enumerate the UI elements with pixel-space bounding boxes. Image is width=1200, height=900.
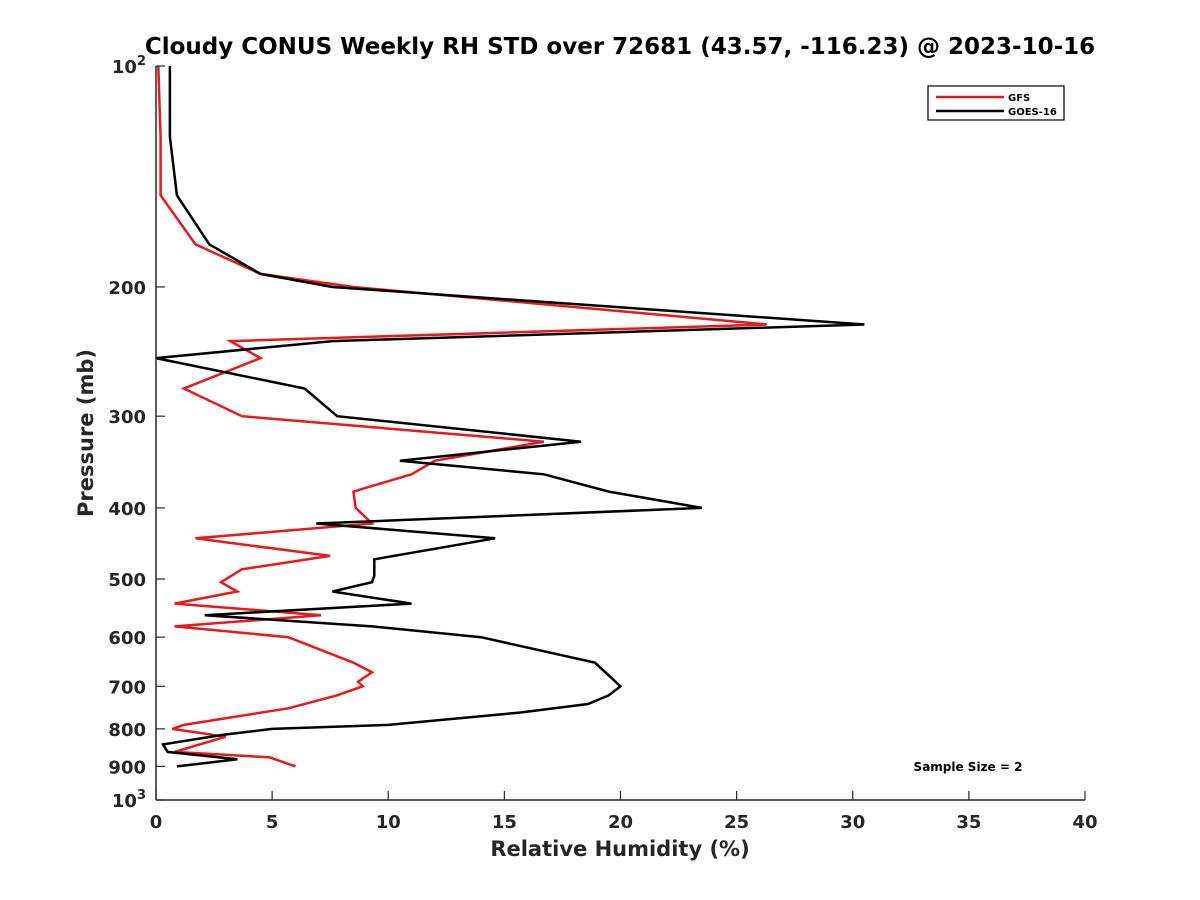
y-tick-label: 103 xyxy=(112,788,146,812)
legend: GFS GOES-16 xyxy=(927,85,1065,121)
series-line-goes16 xyxy=(155,66,865,768)
y-tick-label: 200 xyxy=(108,278,146,299)
legend-label-gfs: GFS xyxy=(1008,93,1030,104)
x-tick-label: 40 xyxy=(1072,812,1097,833)
series-line-gfs xyxy=(157,65,767,768)
x-tick-label: 25 xyxy=(724,812,749,833)
sample-size-annotation: Sample Size = 2 xyxy=(914,760,1023,774)
x-tick-label: 20 xyxy=(608,812,633,833)
x-tick-label: 30 xyxy=(840,812,865,833)
y-tick-label: 500 xyxy=(108,570,146,591)
y-tick-label: 600 xyxy=(108,628,146,649)
legend-label-goes16: GOES-16 xyxy=(1008,107,1057,118)
plot-area xyxy=(155,65,1085,801)
y-tick-label: 300 xyxy=(108,407,146,428)
x-axis-label: Relative Humidity (%) xyxy=(490,837,749,861)
y-tick-label: 102 xyxy=(112,54,146,78)
x-tick-label: 10 xyxy=(376,812,401,833)
y-tick-label: 800 xyxy=(108,720,146,741)
y-axis-label: Pressure (mb) xyxy=(74,349,98,517)
y-tick-label: 900 xyxy=(108,757,146,778)
y-tick-label: 400 xyxy=(108,499,146,520)
y-tick-label: 700 xyxy=(108,677,146,698)
x-ticks: 0 5 10 15 20 25 30 35 40 xyxy=(150,791,1098,833)
legend-box xyxy=(927,85,1065,121)
x-tick-label: 35 xyxy=(956,812,981,833)
x-tick-label: 15 xyxy=(492,812,517,833)
y-ticks: 102 200 300 400 500 600 700 800 900 103 xyxy=(108,54,165,812)
x-tick-label: 0 xyxy=(150,812,163,833)
chart-title: Cloudy CONUS Weekly RH STD over 72681 (4… xyxy=(145,34,1095,60)
x-tick-label: 5 xyxy=(266,812,279,833)
